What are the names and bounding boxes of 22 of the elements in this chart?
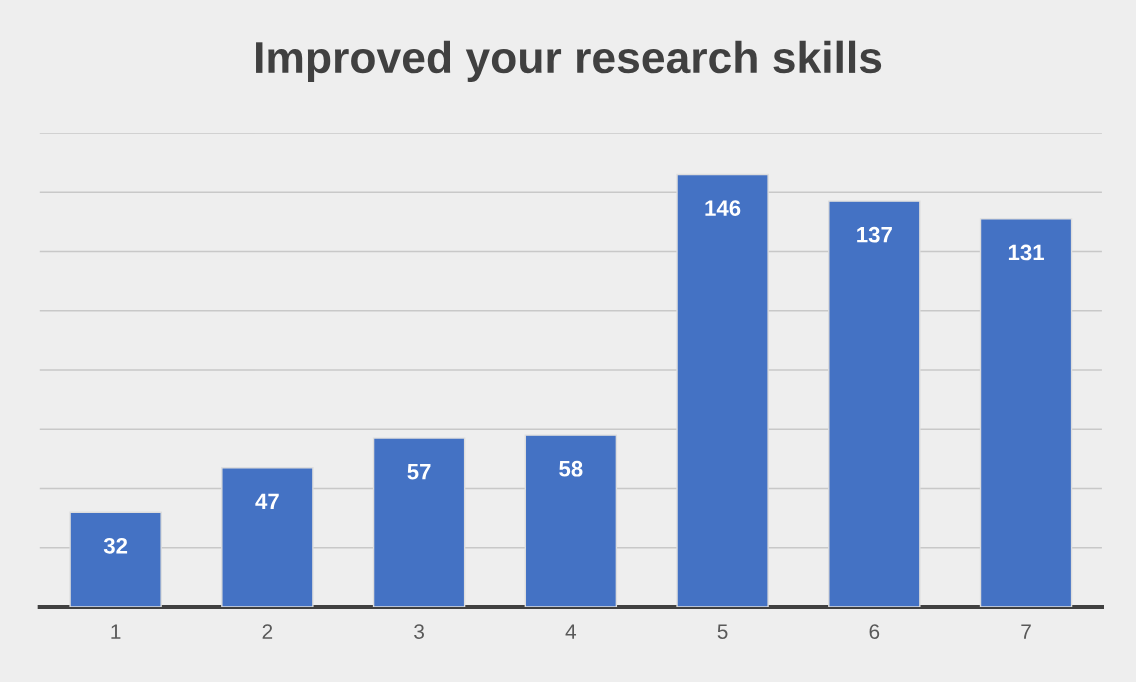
bar (828, 200, 921, 607)
bar (372, 437, 466, 607)
x-tick-label: 7 (1021, 624, 1031, 639)
bar (979, 218, 1073, 607)
data-label: 47 (255, 493, 279, 509)
data-label: 146 (705, 200, 741, 216)
bar (524, 434, 618, 607)
data-label: 137 (857, 226, 892, 243)
x-tick-label: 2 (262, 624, 273, 639)
data-label: 32 (103, 537, 128, 554)
bar (69, 511, 162, 607)
x-tick-label: 1 (111, 624, 121, 639)
x-tick-label: 5 (717, 624, 728, 639)
x-tick-label: 4 (565, 624, 577, 639)
x-tick-label: 6 (869, 624, 880, 639)
data-label: 131 (1008, 244, 1044, 261)
chart-title: Improved your research skills (256, 40, 882, 83)
bar (676, 173, 769, 607)
data-label: 58 (559, 460, 583, 477)
x-tick-label: 3 (414, 624, 424, 639)
bar (221, 467, 314, 607)
data-label: 57 (407, 464, 431, 480)
